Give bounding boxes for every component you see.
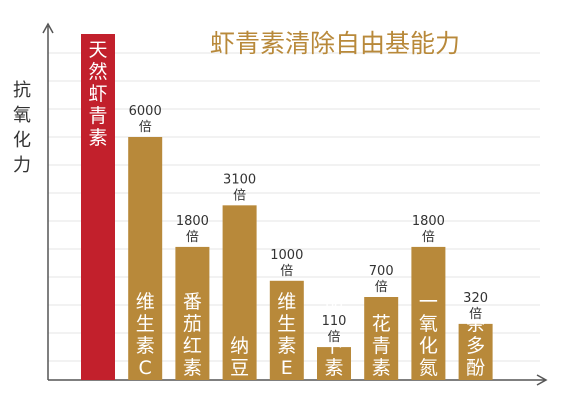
bar <box>317 347 351 380</box>
bar-label-char: 氧 <box>419 313 438 335</box>
bar-label-char: 素 <box>136 335 155 357</box>
highlight-bar <box>81 34 115 380</box>
y-axis-label-char: 抗 <box>13 80 31 101</box>
unit-label: 倍 <box>186 230 199 245</box>
bar-label-char: 素 <box>277 335 296 357</box>
bar-label-char: 生 <box>277 313 296 335</box>
bar <box>411 246 446 380</box>
bar <box>364 296 399 380</box>
unit-label: 倍 <box>375 280 388 295</box>
bar-label-char: 化 <box>419 335 438 357</box>
bar-label-char: 素 <box>88 127 107 149</box>
bar-label-char: 红 <box>183 335 202 357</box>
bar <box>175 246 210 380</box>
bar-label-char: 维 <box>136 291 155 313</box>
bar-label-char: 卜 <box>324 335 343 357</box>
bar-label-char: 茄 <box>183 313 202 335</box>
bar <box>128 137 163 380</box>
value-label: 3100 <box>223 172 256 187</box>
bar-label-char: 素 <box>324 357 343 379</box>
y-axis-label-char: 力 <box>13 155 31 176</box>
bar-label-char: 然 <box>88 61 107 83</box>
unit-label: 倍 <box>469 307 482 322</box>
bar-label-char: C <box>139 357 152 379</box>
chart-title: 虾青素清除自由基能力 <box>210 29 460 58</box>
bar-label-char: 多 <box>466 335 485 357</box>
bar-label-char: 番 <box>183 291 202 313</box>
y-axis-label-char: 氧 <box>13 105 31 126</box>
bar <box>458 323 493 380</box>
unit-label: 倍 <box>139 120 152 135</box>
bar-label-char: 青 <box>88 105 107 127</box>
bar-label-char: 虾 <box>88 83 107 105</box>
bar-label-char: 生 <box>136 313 155 335</box>
bar-label-char: 氮 <box>419 357 438 379</box>
value-label: 1800 <box>176 214 209 229</box>
bar-label-char: E <box>281 357 293 379</box>
value-label: 1800 <box>412 214 445 229</box>
value-label: 6000 <box>129 104 162 119</box>
unit-label: 倍 <box>233 188 246 203</box>
value-label: 320 <box>463 291 488 306</box>
value-label: 700 <box>369 264 394 279</box>
bar-label-char: 纳 <box>230 335 249 357</box>
bars: 天然虾青素维生素C6000倍番茄红素1800倍纳豆3100倍维生素E1000倍胡… <box>81 34 493 380</box>
bar-label-char: 维 <box>277 291 296 313</box>
x-axis-arrow <box>536 374 548 386</box>
y-axis-label-char: 化 <box>13 130 31 151</box>
value-label: 1000 <box>270 248 303 263</box>
bar-label-char: 天 <box>88 39 107 61</box>
unit-label: 倍 <box>327 330 340 345</box>
bar-label-char: 豆 <box>230 357 249 379</box>
unit-label: 倍 <box>280 264 293 279</box>
unit-label: 倍 <box>422 230 435 245</box>
value-label: 110 <box>322 314 347 329</box>
bar <box>269 280 304 380</box>
y-axis-arrow <box>42 22 54 34</box>
bar <box>222 205 257 380</box>
bar-label-char: 素 <box>183 357 202 379</box>
bar-label-char: 胡 <box>324 291 343 313</box>
bar-label-char: 青 <box>372 335 391 357</box>
bar-label-char: 萝 <box>324 313 343 335</box>
bar-label-char: 一 <box>419 291 438 313</box>
bar-label-char: 花 <box>372 313 391 335</box>
bar-label-char: 酚 <box>466 357 485 379</box>
bar-label-char: 素 <box>372 357 391 379</box>
bar-label-char: 茶 <box>466 313 485 335</box>
